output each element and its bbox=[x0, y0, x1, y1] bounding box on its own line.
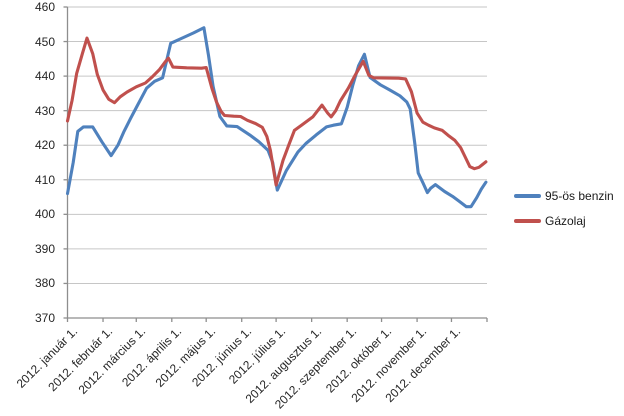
y-tick-label: 410 bbox=[34, 172, 55, 187]
legend-label-95-os-benzin: 95-ös benzin bbox=[545, 188, 614, 203]
y-tick-label: 460 bbox=[34, 0, 55, 14]
legend-swatch-95-os-benzin-icon bbox=[514, 193, 541, 198]
y-tick-label: 380 bbox=[34, 276, 55, 291]
legend: 95-ös benzin Gázolaj bbox=[514, 187, 614, 237]
y-tick-label: 440 bbox=[34, 69, 55, 84]
legend-swatch-gazolaj-icon bbox=[514, 218, 541, 223]
y-tick-label: 390 bbox=[34, 241, 55, 256]
y-tick-label: 450 bbox=[34, 34, 55, 49]
y-tick-label: 370 bbox=[34, 311, 55, 325]
legend-item-gazolaj: Gázolaj bbox=[514, 212, 614, 229]
y-tick-label: 400 bbox=[34, 207, 55, 222]
legend-label-gazolaj: Gázolaj bbox=[545, 213, 586, 228]
legend-item-95-os-benzin: 95-ös benzin bbox=[514, 187, 614, 204]
series-line-g-zolaj bbox=[65, 36, 488, 187]
y-tick-label: 420 bbox=[34, 138, 55, 153]
y-tick-label: 430 bbox=[34, 103, 55, 118]
series-line-95-s-benzin bbox=[65, 26, 488, 209]
